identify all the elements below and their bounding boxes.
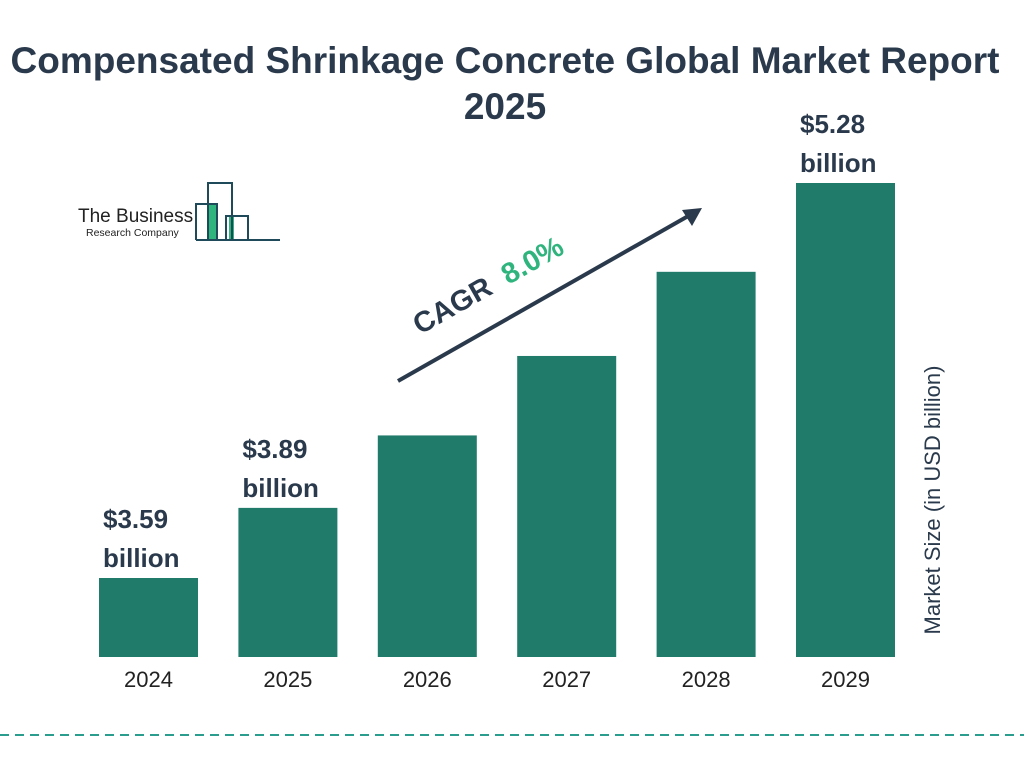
data-label: billion (242, 473, 319, 503)
x-tick-label: 2029 (821, 667, 870, 692)
x-tick-label: 2025 (263, 667, 312, 692)
x-tick-label: 2026 (403, 667, 452, 692)
logo-line2: Research Company (86, 227, 180, 239)
x-tick-label: 2027 (542, 667, 591, 692)
cagr-annotation: CAGR 8.0% (397, 208, 702, 383)
y-axis-label: Market Size (in USD billion) (920, 366, 945, 635)
bar-2027 (517, 355, 617, 657)
logo-line1: The Business (78, 206, 193, 227)
data-label: billion (800, 148, 877, 178)
data-label: $3.59 (103, 504, 168, 534)
logo: The Business Research Company (78, 182, 280, 241)
svg-text:CAGR 8.0%: CAGR 8.0% (408, 231, 570, 341)
cagr-value: 8.0% (496, 231, 569, 292)
x-tick-label: 2024 (124, 667, 173, 692)
bar-2028 (656, 271, 756, 657)
bar-2026 (377, 435, 477, 657)
x-tick-label: 2028 (682, 667, 731, 692)
data-label: billion (103, 543, 180, 573)
bar-2024 (99, 578, 198, 657)
bar-2025 (238, 507, 338, 657)
chart-title: Compensated Shrinkage Concrete Global Ma… (10, 40, 1000, 127)
data-label: $3.89 (242, 434, 307, 464)
data-label: $5.28 (800, 109, 865, 139)
bar-2029 (796, 183, 895, 657)
